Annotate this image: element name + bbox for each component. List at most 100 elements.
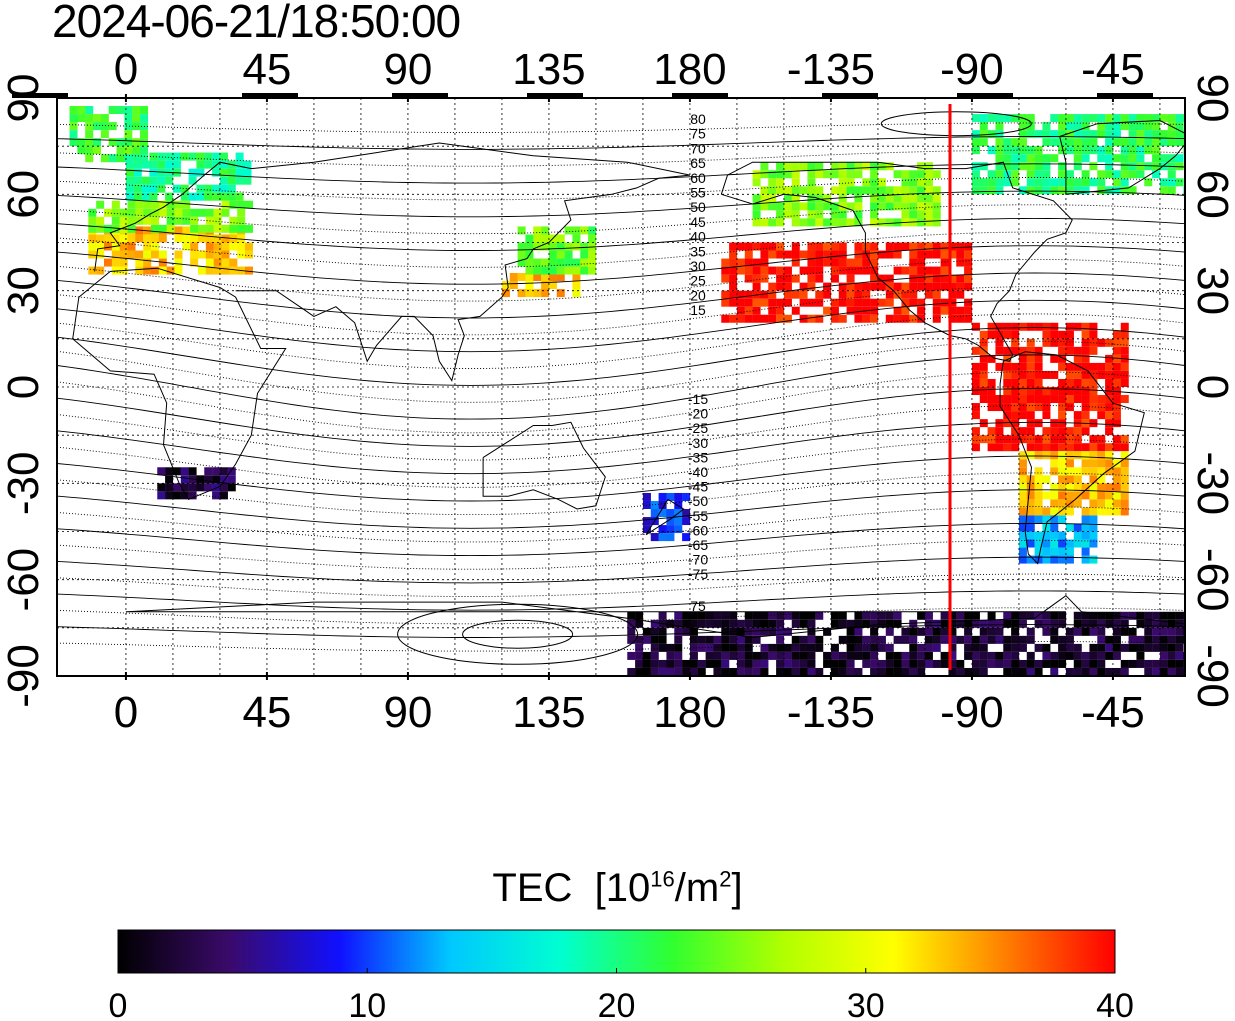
tec-cell	[88, 216, 97, 225]
tec-cell	[1120, 491, 1129, 500]
tec-cell	[768, 170, 777, 179]
tec-cell	[924, 659, 933, 668]
tec-cell	[736, 667, 745, 676]
colorbar-label: 0	[109, 987, 128, 1021]
tec-cell	[885, 242, 894, 251]
tec-cell	[100, 114, 109, 123]
left-lat-label: -30	[0, 452, 48, 516]
tec-cell	[870, 298, 879, 307]
tec-cell	[1018, 635, 1027, 644]
tec-cell	[1003, 635, 1012, 644]
tec-cell	[1081, 395, 1090, 404]
tec-cell	[1073, 491, 1082, 500]
tec-cell	[1042, 651, 1051, 660]
tec-cell	[846, 651, 855, 660]
tec-cell	[987, 322, 996, 331]
tec-cell	[932, 659, 941, 668]
tec-cell	[212, 192, 221, 201]
tec-cell	[830, 659, 839, 668]
tec-cell	[909, 178, 918, 187]
tec-cell	[830, 274, 839, 283]
tec-cell	[237, 242, 246, 251]
tec-cell	[635, 635, 644, 644]
tec-cell	[1058, 330, 1067, 339]
tec-cell	[705, 619, 714, 628]
bottom-lon-label: 0	[114, 688, 138, 737]
tec-cell	[791, 659, 800, 668]
tec-cell	[69, 138, 78, 147]
tec-cell	[124, 106, 133, 115]
tec-cell	[971, 411, 980, 420]
tec-cell	[807, 162, 816, 171]
tec-cell	[158, 200, 167, 209]
tec-cell	[901, 306, 910, 315]
tec-cell	[116, 146, 125, 155]
tec-cell	[838, 194, 847, 203]
tec-cell	[1144, 643, 1153, 652]
tec-cell	[1034, 443, 1043, 452]
tec-cell	[124, 114, 133, 123]
tec-cell	[995, 138, 1004, 147]
tec-cell	[125, 176, 134, 185]
tec-cell	[205, 250, 214, 259]
tec-cell	[1065, 170, 1074, 179]
tec-cell	[1089, 378, 1098, 387]
tec-cell	[572, 258, 581, 267]
tec-cell	[1105, 427, 1114, 436]
tec-cell	[666, 643, 675, 652]
tec-cell	[674, 611, 683, 620]
tec-cell	[807, 170, 816, 179]
tec-cell	[682, 659, 691, 668]
tec-cell	[588, 242, 597, 251]
tec-cell	[548, 242, 557, 251]
mlat-contour	[57, 177, 1185, 201]
tec-cell	[1050, 330, 1059, 339]
tec-cell	[243, 176, 252, 185]
tec-cell	[830, 218, 839, 227]
tec-cell	[1120, 659, 1129, 668]
tec-cell	[917, 170, 926, 179]
tec-cell	[104, 234, 112, 243]
tec-cell	[221, 242, 230, 251]
tec-cell	[1011, 627, 1020, 636]
tec-cell	[1073, 186, 1082, 195]
tec-cell	[971, 611, 980, 620]
mlat-contour	[57, 313, 1185, 369]
tec-cell	[635, 643, 644, 652]
tec-cell	[870, 651, 879, 660]
tec-cell	[580, 242, 589, 251]
colorbar-unit-exp2: 2	[719, 866, 732, 892]
tec-cell	[783, 298, 792, 307]
tec-cell	[1089, 531, 1098, 540]
tec-cell	[791, 274, 800, 283]
top-lon-label: 180	[653, 45, 726, 94]
tec-cell	[948, 274, 957, 283]
tec-cell	[1058, 395, 1067, 404]
tec-cell	[172, 160, 181, 169]
tec-cell	[119, 208, 128, 217]
tec-cell	[158, 234, 167, 243]
bottom-lon-label: 45	[242, 688, 291, 737]
tec-cell	[1097, 154, 1106, 163]
tec-cell	[799, 651, 808, 660]
tec-cell	[1144, 162, 1153, 171]
axis-bar	[957, 93, 1013, 98]
tec-cell	[1097, 178, 1106, 187]
tec-cell	[862, 186, 871, 195]
tec-cell	[744, 627, 753, 636]
tec-cell	[823, 170, 832, 179]
tec-cell	[1034, 547, 1043, 556]
contour-label: -45	[688, 479, 708, 495]
tec-cell	[88, 224, 97, 233]
tec-cell	[1081, 403, 1090, 412]
tec-cell	[1175, 619, 1184, 628]
tec-cell	[979, 627, 988, 636]
tec-cell	[909, 274, 918, 283]
tec-cell	[212, 168, 221, 177]
tec-cell	[1042, 338, 1051, 347]
tec-cell	[752, 659, 761, 668]
contour-label: 25	[690, 273, 706, 289]
tec-cell	[188, 168, 197, 177]
tec-cell	[815, 202, 824, 211]
tec-cell	[995, 130, 1004, 139]
